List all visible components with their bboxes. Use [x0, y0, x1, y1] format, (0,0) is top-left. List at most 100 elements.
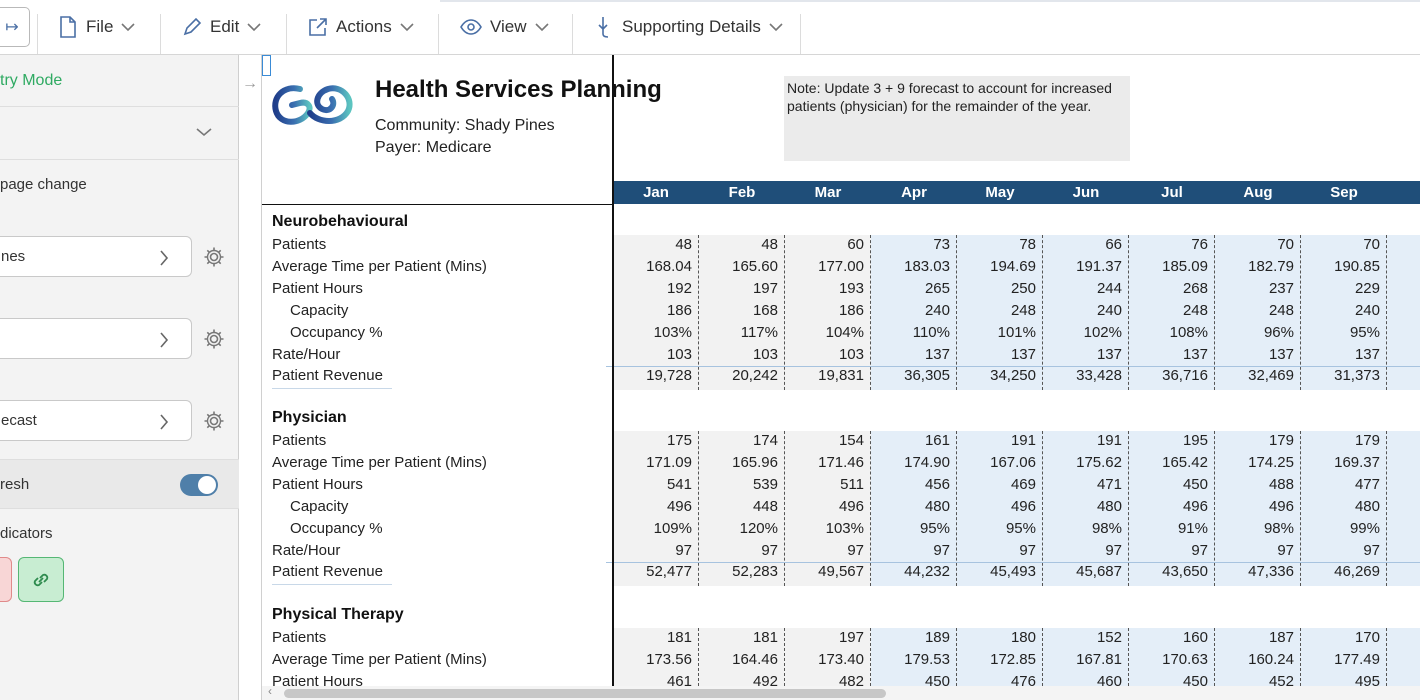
data-cell[interactable]: 185.09 — [1162, 257, 1208, 275]
data-cell[interactable]: 96% — [1263, 323, 1294, 341]
data-cell[interactable]: 495 — [1354, 672, 1380, 690]
data-cell[interactable]: 70 — [1363, 236, 1380, 253]
data-cell[interactable]: 248 — [1182, 301, 1208, 319]
data-cell[interactable]: 137 — [1096, 345, 1122, 363]
data-cell[interactable]: 95% — [1349, 323, 1380, 341]
data-cell[interactable]: 91% — [1177, 519, 1208, 537]
entry-mode-link[interactable]: try Mode — [0, 72, 63, 89]
scrollbar-thumb[interactable] — [284, 689, 886, 698]
data-cell[interactable]: 99% — [1349, 519, 1380, 537]
data-cell[interactable]: 109% — [653, 519, 692, 537]
arrow-right-icon[interactable]: → — [242, 75, 258, 92]
data-cell[interactable]: 250 — [1010, 279, 1036, 297]
data-cell[interactable]: 191 — [1096, 432, 1122, 449]
file-menu-button[interactable]: File — [58, 0, 135, 54]
data-cell[interactable]: 496 — [1010, 497, 1036, 515]
data-cell[interactable]: 154 — [838, 432, 864, 449]
data-cell[interactable]: 169.37 — [1334, 453, 1380, 471]
supporting-details-menu-button[interactable]: Supporting Details — [594, 0, 783, 54]
data-cell[interactable]: 66 — [1105, 236, 1122, 253]
data-cell[interactable]: 97 — [847, 541, 864, 559]
data-cell[interactable]: 174 — [752, 432, 778, 449]
data-cell[interactable]: 173.56 — [646, 650, 692, 668]
data-cell[interactable]: 191 — [1010, 432, 1036, 449]
data-cell[interactable]: 268 — [1182, 279, 1208, 297]
data-cell[interactable]: 161 — [924, 432, 950, 449]
data-cell[interactable]: 177.49 — [1334, 650, 1380, 668]
indicator-red-button[interactable] — [0, 557, 12, 602]
data-cell[interactable]: 237 — [1268, 279, 1294, 297]
data-cell[interactable]: 137 — [1010, 345, 1036, 363]
actions-menu-button[interactable]: Actions — [308, 0, 414, 54]
data-cell[interactable]: 152 — [1096, 629, 1122, 646]
data-cell[interactable]: 244 — [1096, 279, 1122, 297]
data-cell[interactable]: 97 — [761, 541, 778, 559]
data-cell[interactable]: 44,232 — [904, 563, 950, 581]
data-cell[interactable]: 197 — [838, 629, 864, 646]
data-cell[interactable]: 168.04 — [646, 257, 692, 275]
data-cell[interactable]: 43,650 — [1162, 563, 1208, 581]
data-cell[interactable]: 32,469 — [1248, 367, 1294, 385]
data-cell[interactable]: 450 — [1182, 475, 1208, 493]
data-cell[interactable]: 265 — [924, 279, 950, 297]
data-cell[interactable]: 171.09 — [646, 453, 692, 471]
data-cell[interactable]: 95% — [1005, 519, 1036, 537]
data-cell[interactable]: 45,493 — [990, 563, 1036, 581]
gear-icon[interactable] — [203, 328, 225, 350]
data-cell[interactable]: 186 — [666, 301, 692, 319]
data-cell[interactable]: 240 — [924, 301, 950, 319]
data-cell[interactable]: 240 — [1354, 301, 1380, 319]
data-cell[interactable]: 117% — [740, 323, 778, 341]
member-selector-1[interactable]: nes — [0, 236, 192, 277]
data-cell[interactable]: 20,242 — [732, 367, 778, 385]
data-cell[interactable]: 194.69 — [990, 257, 1036, 275]
data-cell[interactable]: 187 — [1268, 629, 1294, 646]
data-cell[interactable]: 186 — [838, 301, 864, 319]
data-cell[interactable]: 48 — [675, 236, 692, 253]
data-cell[interactable]: 488 — [1268, 475, 1294, 493]
data-cell[interactable]: 174.90 — [904, 453, 950, 471]
data-cell[interactable]: 97 — [933, 541, 950, 559]
data-cell[interactable]: 103% — [653, 323, 692, 341]
data-cell[interactable]: 167.81 — [1076, 650, 1122, 668]
expand-panel-button[interactable]: ↦ — [0, 7, 30, 47]
edit-menu-button[interactable]: Edit — [182, 0, 261, 54]
data-cell[interactable]: 36,716 — [1162, 367, 1208, 385]
data-cell[interactable]: 97 — [1105, 541, 1122, 559]
data-cell[interactable]: 450 — [1182, 672, 1208, 690]
data-cell[interactable]: 165.96 — [732, 453, 778, 471]
data-cell[interactable]: 97 — [1363, 541, 1380, 559]
data-cell[interactable]: 19,728 — [646, 367, 692, 385]
data-cell[interactable]: 46,269 — [1334, 563, 1380, 581]
data-cell[interactable]: 47,336 — [1248, 563, 1294, 581]
data-cell[interactable]: 160.24 — [1248, 650, 1294, 668]
panel-section-collapse[interactable] — [0, 106, 239, 160]
data-cell[interactable]: 110% — [912, 323, 950, 341]
data-cell[interactable]: 52,283 — [732, 563, 778, 581]
data-cell[interactable]: 165.42 — [1162, 453, 1208, 471]
data-cell[interactable]: 76 — [1191, 236, 1208, 253]
data-cell[interactable]: 240 — [1096, 301, 1122, 319]
data-cell[interactable]: 181 — [666, 629, 692, 646]
data-cell[interactable]: 103 — [666, 345, 692, 363]
data-cell[interactable]: 496 — [1182, 497, 1208, 515]
data-cell[interactable]: 60 — [847, 236, 864, 253]
data-cell[interactable]: 171.46 — [818, 453, 864, 471]
data-cell[interactable]: 492 — [752, 672, 778, 690]
data-cell[interactable]: 179.53 — [904, 650, 950, 668]
data-cell[interactable]: 229 — [1354, 279, 1380, 297]
data-cell[interactable]: 197 — [752, 279, 778, 297]
data-cell[interactable]: 179 — [1354, 432, 1380, 449]
data-cell[interactable]: 456 — [924, 475, 950, 493]
data-cell[interactable]: 511 — [840, 475, 864, 493]
data-cell[interactable]: 97 — [675, 541, 692, 559]
data-cell[interactable]: 97 — [1019, 541, 1036, 559]
data-cell[interactable]: 460 — [1096, 672, 1122, 690]
data-cell[interactable]: 539 — [752, 475, 778, 493]
data-cell[interactable]: 461 — [666, 672, 692, 690]
auto-refresh-toggle[interactable] — [180, 474, 218, 496]
data-cell[interactable]: 104% — [825, 323, 864, 341]
data-cell[interactable]: 480 — [1354, 497, 1380, 515]
data-cell[interactable]: 181 — [752, 629, 778, 646]
data-cell[interactable]: 103 — [838, 345, 864, 363]
